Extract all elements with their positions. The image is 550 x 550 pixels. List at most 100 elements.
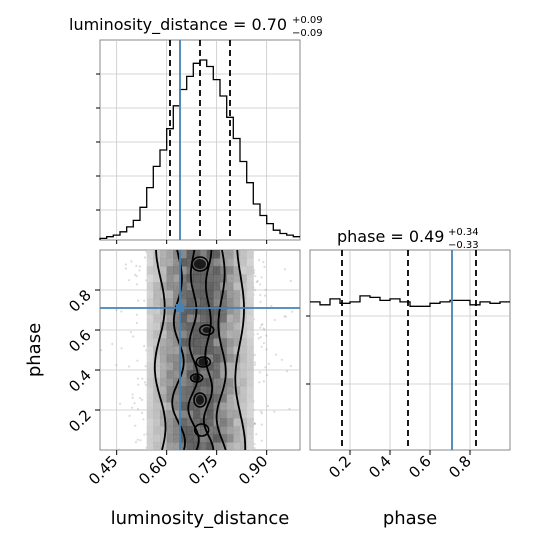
density-cell bbox=[246, 282, 254, 291]
density-cell bbox=[193, 322, 201, 331]
scatter-point bbox=[143, 256, 146, 259]
density-cell bbox=[213, 330, 221, 339]
density-cell bbox=[166, 402, 174, 411]
density-cell bbox=[146, 442, 154, 450]
scatter-point bbox=[260, 324, 263, 327]
density-cell bbox=[226, 314, 234, 323]
scatter-point bbox=[260, 345, 263, 348]
density-cell bbox=[166, 426, 174, 435]
density-cell bbox=[233, 418, 241, 427]
scatter-point bbox=[115, 363, 118, 367]
density-cell bbox=[226, 378, 234, 387]
density-cell bbox=[200, 306, 208, 315]
scatter-point bbox=[111, 342, 114, 346]
scatter-point bbox=[135, 264, 138, 267]
scatter-point bbox=[262, 380, 265, 383]
density-cell bbox=[246, 362, 254, 371]
scatter-point bbox=[253, 422, 256, 425]
density-cell bbox=[200, 442, 208, 450]
density-cell bbox=[180, 426, 188, 435]
scatter-point bbox=[265, 334, 268, 337]
phase-x-tick-label-2: 0.6 bbox=[405, 452, 435, 482]
density-cell bbox=[246, 394, 254, 403]
density-cell bbox=[153, 338, 161, 347]
density-cell bbox=[213, 314, 221, 323]
contour-outer-left bbox=[153, 250, 167, 450]
density-cell bbox=[226, 322, 234, 331]
density-cell bbox=[173, 362, 181, 371]
scatter-point bbox=[143, 345, 146, 348]
density-cell bbox=[160, 378, 168, 387]
density-cell bbox=[200, 290, 208, 299]
density-cell bbox=[173, 314, 181, 323]
density-cell bbox=[213, 346, 221, 355]
phase-hist-frame bbox=[309, 249, 511, 451]
density-cell bbox=[186, 362, 194, 371]
density-cell bbox=[206, 402, 214, 411]
density-peak-0 bbox=[194, 259, 206, 269]
density-cell bbox=[206, 298, 214, 307]
density-cell bbox=[213, 290, 221, 299]
density-cell bbox=[200, 250, 208, 259]
density-cell bbox=[233, 370, 241, 379]
density-cell bbox=[246, 250, 254, 259]
density-cell bbox=[180, 418, 188, 427]
density-cell bbox=[153, 386, 161, 395]
phase-x-tick-label-3: 0.8 bbox=[445, 452, 475, 482]
scatter-point bbox=[131, 396, 134, 399]
density-cell bbox=[240, 442, 248, 450]
scatter-point bbox=[136, 438, 139, 441]
density-cell bbox=[160, 346, 168, 355]
scatter-point bbox=[283, 268, 287, 271]
density-cell bbox=[166, 378, 174, 387]
density-cell bbox=[206, 290, 214, 299]
density-cell bbox=[153, 394, 161, 403]
scatter-point bbox=[266, 404, 269, 408]
scatter-point bbox=[264, 294, 267, 297]
density-cell bbox=[193, 346, 201, 355]
density-cell bbox=[246, 306, 254, 315]
scatter-point bbox=[130, 406, 134, 409]
scatter-point bbox=[143, 381, 146, 384]
scatter-point bbox=[265, 373, 268, 377]
density-cell bbox=[240, 394, 248, 403]
density-cell bbox=[146, 314, 154, 323]
density-cell bbox=[226, 418, 234, 427]
density-cell bbox=[206, 442, 214, 450]
scatter-point bbox=[253, 288, 257, 292]
scatter-point bbox=[134, 424, 137, 427]
contour-outer-right bbox=[234, 250, 247, 450]
density-cell bbox=[166, 338, 174, 347]
density-cell bbox=[166, 386, 174, 395]
scatter-point bbox=[253, 353, 256, 356]
ld-x-tick-label-3: 0.90 bbox=[235, 452, 271, 488]
density-cell bbox=[186, 442, 194, 450]
density-cell bbox=[220, 346, 228, 355]
density-cell bbox=[200, 314, 208, 323]
density-cell bbox=[153, 266, 161, 275]
density-cell bbox=[213, 258, 221, 267]
density-cell bbox=[180, 314, 188, 323]
scatter-point bbox=[144, 383, 147, 386]
density-cell bbox=[200, 434, 208, 443]
scatter-point bbox=[124, 267, 127, 270]
density-cell bbox=[146, 386, 154, 395]
density-cell bbox=[240, 354, 248, 363]
scatter-point bbox=[138, 265, 142, 268]
density-cell bbox=[153, 442, 161, 450]
luminosity-distance-title-sub: −0.09 bbox=[292, 28, 323, 39]
density-cell bbox=[246, 274, 254, 283]
contour-island-1 bbox=[195, 356, 212, 368]
scatter-point bbox=[286, 370, 289, 373]
density-cell bbox=[173, 442, 181, 450]
scatter-point bbox=[127, 365, 131, 368]
density-cell bbox=[226, 338, 234, 347]
density-cell bbox=[153, 418, 161, 427]
density-cell bbox=[220, 370, 228, 379]
density-cell bbox=[193, 418, 201, 427]
scatter-point bbox=[262, 260, 265, 264]
density-cell bbox=[240, 402, 248, 411]
density-cell bbox=[213, 354, 221, 363]
scatter-point bbox=[253, 442, 256, 446]
density-cell bbox=[166, 330, 174, 339]
